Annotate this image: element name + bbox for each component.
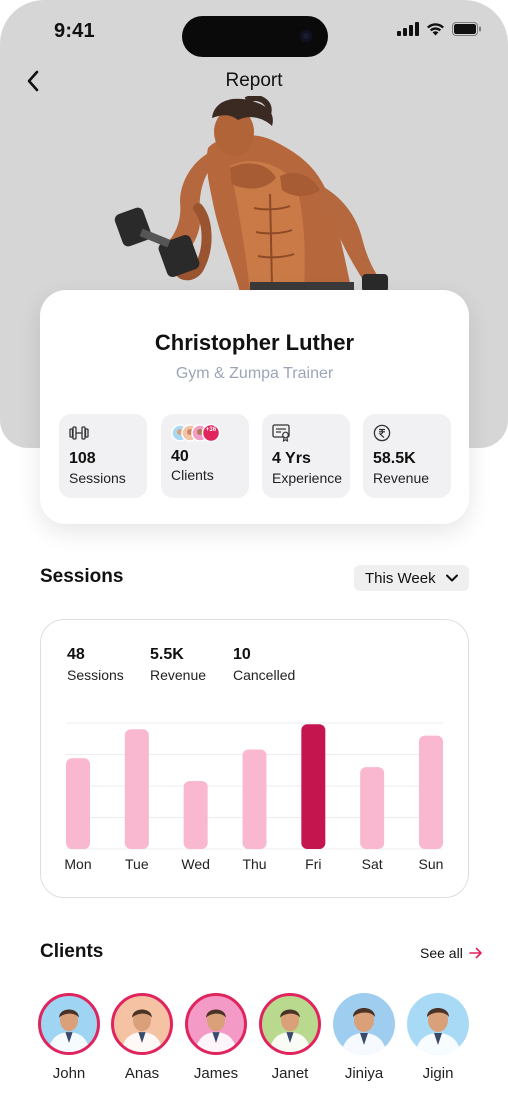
- client-name: John: [52, 1065, 86, 1082]
- metric-label: Cancelled: [233, 667, 296, 683]
- stat-value: 58.5K: [373, 450, 416, 467]
- client-name: James: [193, 1065, 239, 1082]
- metric-value: 10: [233, 646, 251, 663]
- trainer-role: Gym & Zumpa Trainer: [175, 365, 334, 382]
- client-name: Janet: [271, 1065, 309, 1082]
- client-name: Anas: [124, 1065, 160, 1082]
- stat-label: Sessions: [69, 470, 126, 486]
- stat-experience: 4 Yrs Experience: [262, 414, 350, 498]
- certificate-icon: [272, 424, 290, 442]
- person-icon: [195, 1009, 237, 1052]
- chart-bar-fri[interactable]: [301, 724, 326, 849]
- client-item[interactable]: Janet: [259, 993, 321, 1082]
- person-icon: [415, 1008, 461, 1055]
- stat-value: 4 Yrs: [272, 450, 311, 467]
- period-dropdown[interactable]: This Week: [354, 565, 469, 591]
- stat-value: 40: [171, 448, 189, 465]
- stat-label: Experience: [272, 470, 343, 486]
- metric-revenue: 5.5K Revenue: [150, 646, 206, 683]
- person-icon: [48, 1009, 90, 1052]
- stat-label: Clients: [171, 467, 214, 483]
- avatar: [407, 993, 469, 1055]
- chevron-left-icon: [27, 70, 39, 92]
- person-icon: [121, 1009, 163, 1052]
- client-item[interactable]: Jigin: [407, 993, 469, 1082]
- chart-xtick-label: Wed: [181, 856, 210, 872]
- more-clients-badge: +36: [205, 427, 217, 433]
- wifi-icon: [427, 23, 444, 36]
- metric-value: 48: [67, 646, 85, 663]
- see-all-label: See all: [420, 945, 463, 961]
- client-item[interactable]: Anas: [111, 993, 173, 1082]
- metric-label: Revenue: [150, 667, 207, 683]
- chart-bar-thu[interactable]: [242, 749, 267, 849]
- period-value: This Week: [365, 569, 436, 587]
- chart-xtick-label: Mon: [64, 856, 91, 872]
- dumbbell-icon: [69, 426, 89, 440]
- metric-value: 5.5K: [150, 646, 184, 663]
- stat-value: 108: [69, 450, 96, 467]
- stat-label: Revenue: [373, 470, 430, 486]
- avatar: [333, 993, 395, 1055]
- see-all-link[interactable]: See all: [420, 945, 483, 961]
- rupee-icon: [373, 424, 391, 442]
- chart-bar-wed[interactable]: [183, 780, 208, 849]
- clients-title: Clients: [40, 941, 104, 962]
- person-icon: [341, 1008, 387, 1055]
- avatar: [185, 993, 247, 1055]
- signal-icon: [397, 22, 419, 36]
- chart-xtick-label: Sat: [362, 856, 383, 872]
- chart-xtick-label: Thu: [242, 856, 266, 872]
- chart-xtick-label: Fri: [305, 856, 321, 872]
- metric-label: Sessions: [67, 667, 124, 683]
- client-name: Jiniya: [344, 1065, 384, 1082]
- client-item[interactable]: Jiniya: [333, 993, 395, 1082]
- camera-icon: [300, 30, 312, 42]
- avatar: [111, 993, 173, 1055]
- client-item[interactable]: James: [185, 993, 247, 1082]
- chart-bar-sun[interactable]: [419, 735, 443, 849]
- trainer-photo: [114, 96, 388, 292]
- avatar: [259, 993, 321, 1055]
- chart-bar-mon[interactable]: [66, 758, 90, 849]
- metric-sessions: 48 Sessions: [67, 646, 124, 683]
- avatar: [38, 993, 100, 1055]
- chart-xtick-label: Tue: [125, 856, 149, 872]
- status-time: 9:41: [54, 20, 95, 42]
- stat-clients: +36 40 Clients: [161, 414, 249, 498]
- back-button[interactable]: [20, 66, 46, 96]
- client-name: Jigin: [422, 1065, 454, 1082]
- client-avatars-icon: +36: [171, 424, 223, 442]
- sessions-title: Sessions: [40, 566, 124, 587]
- client-item[interactable]: John: [38, 993, 100, 1082]
- status-icons: [397, 22, 482, 36]
- trainer-name: Christopher Luther: [154, 330, 355, 355]
- stat-revenue: 58.5K Revenue: [363, 414, 451, 498]
- status-bar: 9:41: [0, 0, 508, 60]
- arrow-right-icon: [469, 947, 482, 959]
- person-icon: [269, 1009, 311, 1052]
- profile-card: Christopher Luther Gym & Zumpa Trainer 1…: [40, 290, 469, 524]
- sessions-bar-chart: Mon Tue Wed Thu Fri Sat Sun: [64, 722, 444, 872]
- sessions-card: 48 Sessions 5.5K Revenue 10 Cancelled Mo…: [40, 619, 469, 898]
- page-title: Report: [225, 70, 283, 91]
- stat-sessions: 108 Sessions: [59, 414, 147, 498]
- battery-icon: [452, 22, 481, 36]
- chart-xtick-label: Sun: [419, 856, 444, 872]
- metric-cancelled: 10 Cancelled: [233, 646, 295, 683]
- chart-bar-tue[interactable]: [124, 729, 149, 849]
- chevron-down-icon: [446, 574, 458, 582]
- dynamic-island: [182, 16, 328, 57]
- dumbbell-graphic: [114, 207, 200, 278]
- chart-bar-sat[interactable]: [360, 767, 385, 849]
